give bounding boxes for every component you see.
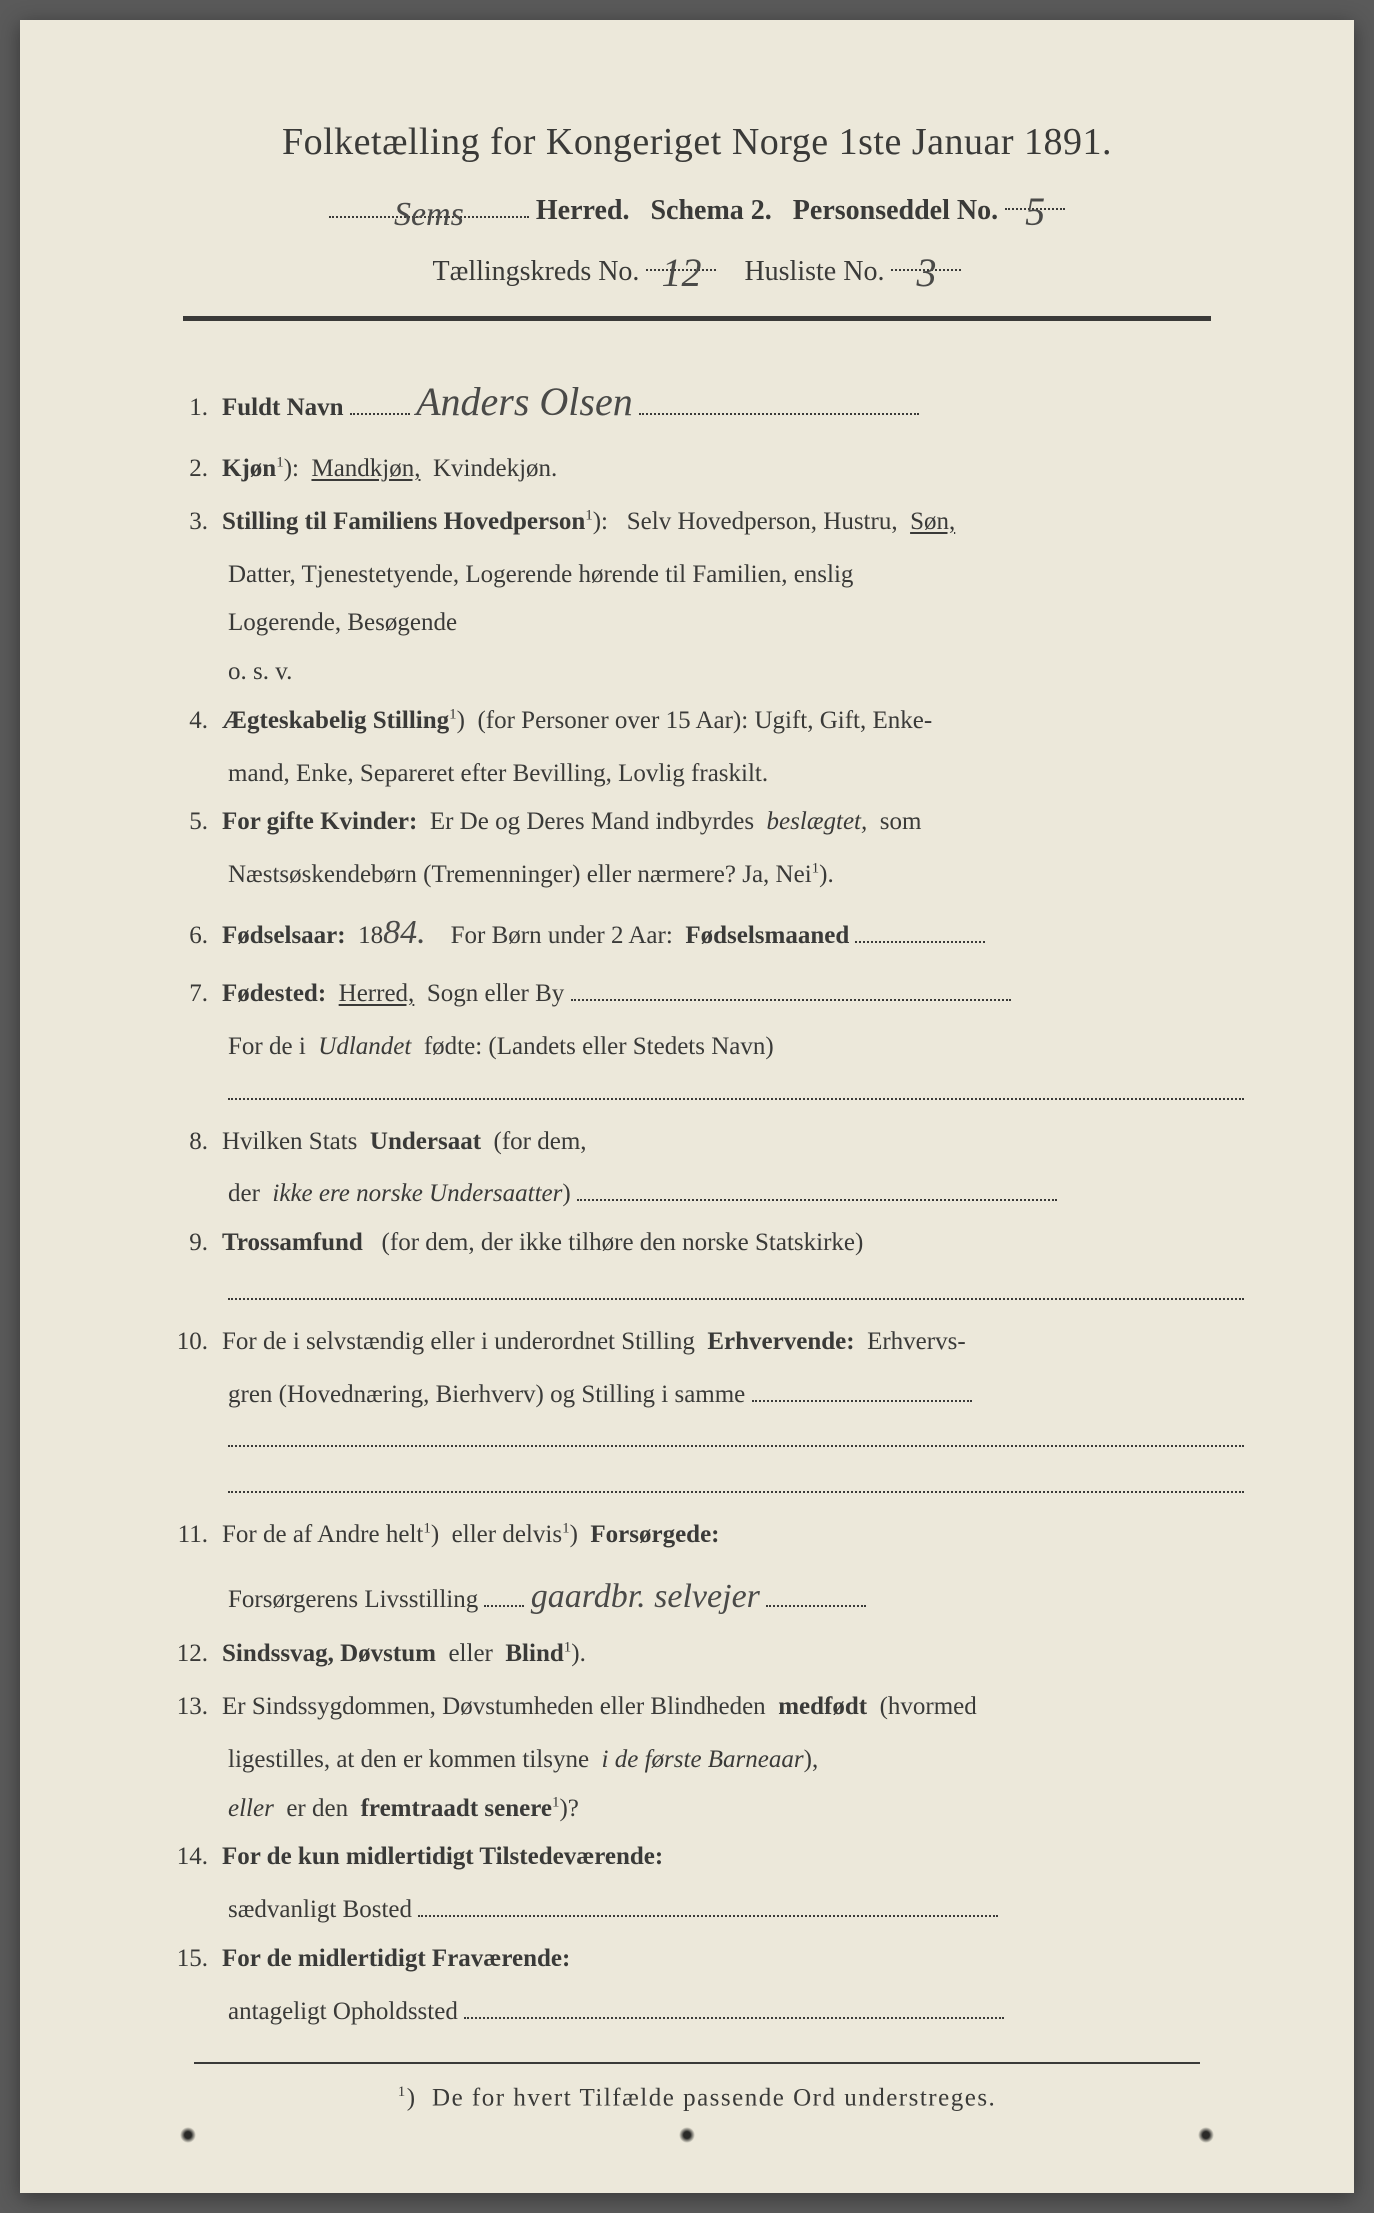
form-title: Folketælling for Kongeriget Norge 1ste J… (150, 120, 1244, 164)
personseddel-label: Personseddel No. (793, 195, 998, 226)
field-8: 8. Hvilken Stats Undersaat (for dem, (168, 1118, 1244, 1167)
f7-label: Fødested: (222, 980, 326, 1007)
divider-bottom (194, 2062, 1200, 2064)
f11-line2: Forsørgerens Livsstilling gaardbr. selve… (168, 1564, 1244, 1630)
f11-value: gaardbr. selvejer (531, 1564, 760, 1630)
f2-label: Kjøn (222, 455, 276, 482)
header-line-3: Tællingskreds No. 12 Husliste No. 3 (150, 243, 1244, 288)
field-5: 5. For gifte Kvinder: Er De og Deres Man… (168, 798, 1244, 847)
husliste-value: 3 (916, 249, 936, 296)
kreds-label: Tællingskreds No. (433, 256, 640, 287)
field-13: 13. Er Sindssygdommen, Døvstumheden elle… (168, 1683, 1244, 1732)
punch-hole-icon (679, 2127, 695, 2143)
field-1: 1. Fuldt Navn Anders Olsen (168, 363, 1244, 441)
f12-label: Sindssvag, Døvstum (222, 1640, 436, 1667)
field-12: 12. Sindssvag, Døvstum eller Blind1). (168, 1630, 1244, 1679)
f14-line2: sædvanligt Bosted (168, 1886, 1244, 1935)
field-11: 11. For de af Andre helt1) eller delvis1… (168, 1511, 1244, 1560)
f8-line2: der ikke ere norske Undersaatter) (168, 1170, 1244, 1219)
f5-label: For gifte Kvinder: (222, 808, 417, 835)
f13-line3: eller er den fremtraadt senere1)? (168, 1785, 1244, 1834)
kreds-value: 12 (661, 249, 701, 296)
f4-line2: mand, Enke, Separeret efter Bevilling, L… (168, 750, 1244, 799)
f1-value: Anders Olsen (416, 363, 633, 441)
form-fields: 1. Fuldt Navn Anders Olsen 2. Kjøn1): Ma… (150, 363, 1244, 2036)
schema-label: Schema 2. (650, 195, 771, 226)
f13-line2: ligestilles, at den er kommen tilsyne i … (168, 1736, 1244, 1785)
f9-label: Trossamfund (222, 1229, 363, 1256)
f2-opt-mand: Mandkjøn, (311, 455, 420, 482)
f6-label: Fødselsaar: (222, 922, 346, 949)
census-form-page: Folketælling for Kongeriget Norge 1ste J… (20, 20, 1354, 2193)
punch-hole-icon (1198, 2127, 1214, 2143)
field-15: 15. For de midlertidigt Fraværende: (168, 1935, 1244, 1984)
f10-line2: gren (Hovednæring, Bierhverv) og Stillin… (168, 1371, 1244, 1420)
field-7: 7. Fødested: Herred, Sogn eller By (168, 970, 1244, 1019)
f15-line2: antageligt Opholdssted (168, 1988, 1244, 2037)
f3-line4: o. s. v. (168, 648, 1244, 697)
f7-opt-herred: Herred, (339, 980, 415, 1007)
personseddel-value: 5 (1025, 188, 1045, 235)
f1-label: Fuldt Navn (222, 394, 344, 421)
f7-line2: For de i Udlandet fødte: (Landets eller … (168, 1023, 1244, 1072)
field-6: 6. Fødselsaar: 1884. For Børn under 2 Aa… (168, 900, 1244, 966)
header-line-2: Sems Herred. Schema 2. Personseddel No. … (150, 182, 1244, 227)
divider-top (183, 316, 1211, 321)
f6-year: 84. (383, 900, 426, 966)
f3-opt-son: Søn, (910, 508, 955, 535)
footnote: 1) De for hvert Tilfælde passende Ord un… (150, 2084, 1244, 2112)
husliste-label: Husliste No. (744, 256, 884, 287)
herred-label: Herred. (536, 195, 630, 226)
f5-line2: Næstsøskendebørn (Tremenninger) eller næ… (168, 851, 1244, 900)
f3-line2: Datter, Tjenestetyende, Logerende hørend… (168, 551, 1244, 600)
field-2: 2. Kjøn1): Mandkjøn, Kvindekjøn. (168, 445, 1244, 494)
punch-hole-icon (180, 2127, 196, 2143)
f7-dotline (228, 1072, 1244, 1100)
f10-dot1 (228, 1419, 1244, 1447)
field-14: 14. For de kun midlertidigt Tilstedevære… (168, 1833, 1244, 1882)
field-3: 3. Stilling til Familiens Hovedperson1):… (168, 498, 1244, 547)
field-4: 4. Ægteskabelig Stilling1) (for Personer… (168, 697, 1244, 746)
f9-dotline (228, 1272, 1244, 1300)
f3-label: Stilling til Familiens Hovedperson (222, 508, 585, 535)
f10-dot2 (228, 1465, 1244, 1493)
field-9: 9. Trossamfund (for dem, der ikke tilhør… (168, 1219, 1244, 1268)
f4-label: Ægteskabelig Stilling (222, 707, 449, 734)
herred-value: Sems (394, 196, 464, 234)
field-10: 10. For de i selvstændig eller i underor… (168, 1318, 1244, 1367)
f3-line3: Logerende, Besøgende (168, 599, 1244, 648)
f2-opt-kvinde: Kvindekjøn. (433, 455, 557, 482)
